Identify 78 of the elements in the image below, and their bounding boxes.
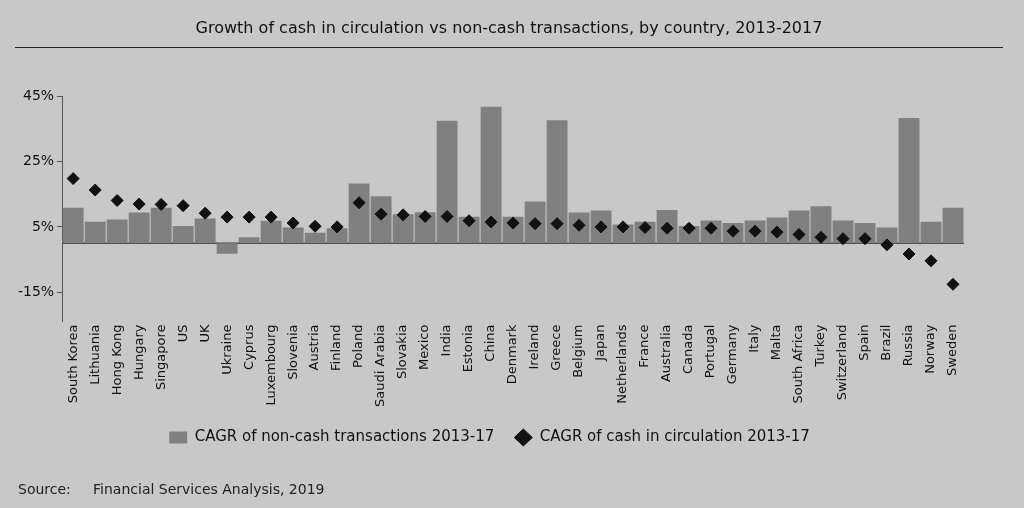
x-tick-label: Spain (856, 324, 872, 361)
point (330, 220, 344, 234)
point (110, 193, 124, 207)
point (946, 277, 960, 291)
x-tick-label: Germany (724, 324, 740, 385)
x-tick-label: Italy (746, 324, 762, 353)
x-tick-label: Brazil (878, 324, 894, 361)
x-tick-label: Hungary (130, 324, 146, 381)
point (484, 215, 498, 229)
x-tick-label: Japan (592, 324, 608, 362)
x-tick-label: Malta (768, 324, 784, 361)
x-tick-label: Portugal (702, 324, 718, 379)
x-tick-label: Cyprus (240, 324, 256, 370)
point (286, 216, 300, 230)
bar (898, 117, 920, 244)
x-tick-label: Finland (328, 324, 344, 371)
x-tick-label: Greece (548, 324, 564, 371)
x-tick-label: Saudi Arabia (372, 324, 388, 408)
y-tick-label: 5% (31, 217, 55, 234)
point (352, 196, 366, 210)
x-tick-label: France (636, 324, 652, 368)
x-tick-label: Hong Kong (108, 324, 124, 396)
x-tick-label: South Korea (64, 324, 80, 404)
point (308, 219, 322, 233)
bar (216, 243, 238, 254)
x-tick-label: Singapore (152, 324, 168, 391)
point (154, 197, 168, 211)
x-tick-label: Ukraine (218, 324, 234, 375)
x-tick-label: Austria (306, 324, 322, 371)
point (396, 208, 410, 222)
x-tick-label: US (174, 324, 190, 343)
x-tick-label: Denmark (504, 324, 520, 385)
legend-label: CAGR of cash in circulation 2013-17 (539, 427, 810, 446)
x-tick-label: Slovenia (284, 324, 300, 380)
x-tick-label: Belgium (570, 324, 586, 378)
point (462, 214, 476, 228)
x-tick-label: China (482, 324, 498, 362)
x-tick-label: Slovakia (394, 324, 410, 380)
point (418, 209, 432, 223)
y-tick-label: 45% (23, 87, 55, 104)
legend-label: CAGR of non-cash transactions 2013-17 (194, 427, 495, 446)
point (198, 206, 212, 220)
x-tick-label: Mexico (416, 324, 432, 370)
x-tick-label: UK (196, 324, 212, 343)
point (176, 199, 190, 213)
x-tick-label: Sweden (944, 324, 960, 376)
point (924, 254, 938, 268)
x-tick-label: Lithuania (86, 324, 102, 385)
x-tick-label: Russia (900, 324, 916, 367)
x-tick-label: South Africa (790, 324, 806, 404)
chart-title: Growth of cash in circulation vs non-cash transactions, by country, 2013-2017 (15, 18, 1003, 48)
x-tick-label: Netherlands (614, 324, 630, 404)
y-tick-label: 25% (23, 152, 55, 169)
point (264, 210, 278, 224)
point (880, 238, 894, 252)
y-tick-label: -15% (18, 282, 55, 299)
x-tick-label: Turkey (812, 324, 828, 368)
x-tick-label: Norway (922, 324, 938, 374)
x-tick-label: India (438, 324, 454, 357)
x-tick-label: Australia (658, 324, 674, 383)
x-tick-label: Luxembourg (262, 324, 278, 406)
point (550, 217, 564, 231)
source-note: Source: Financial Services Analysis, 2019 (18, 481, 325, 497)
point (88, 183, 102, 197)
point (132, 197, 146, 211)
point (814, 230, 828, 244)
bar (920, 221, 942, 244)
point (902, 247, 916, 261)
point (242, 210, 256, 224)
point (66, 172, 80, 186)
x-tick-label: Estonia (460, 324, 476, 373)
x-tick-label: Switzerland (834, 324, 850, 401)
point (220, 210, 234, 224)
x-tick-label: Ireland (526, 324, 542, 370)
x-tick-label: Poland (350, 324, 366, 368)
x-tick-label: Canada (680, 324, 696, 374)
point (440, 209, 454, 223)
bar (942, 207, 964, 244)
